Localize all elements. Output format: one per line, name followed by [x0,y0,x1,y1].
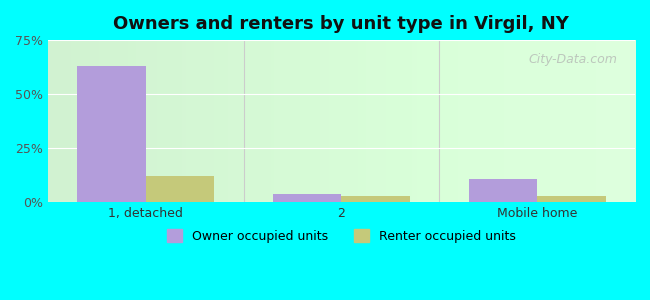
Bar [341,196,410,202]
Text: City-Data.com: City-Data.com [528,53,618,66]
Bar [273,194,341,202]
Bar [146,176,214,202]
Title: Owners and renters by unit type in Virgil, NY: Owners and renters by unit type in Virgi… [114,15,569,33]
Bar [77,66,146,202]
Bar [537,196,606,202]
Legend: Owner occupied units, Renter occupied units: Owner occupied units, Renter occupied un… [162,224,521,248]
Bar [469,178,537,202]
